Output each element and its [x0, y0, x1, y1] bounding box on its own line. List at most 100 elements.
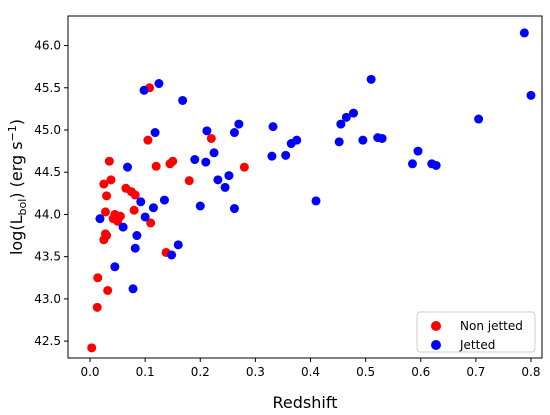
data-point-non-jetted: [99, 179, 109, 189]
data-point-jetted: [178, 95, 188, 105]
y-tick-label: 45.0: [34, 123, 61, 137]
y-tick-label: 42.5: [34, 334, 61, 348]
data-point-jetted: [349, 108, 359, 118]
x-tick-label: 0.3: [246, 365, 265, 379]
data-point-jetted: [311, 196, 321, 206]
data-point-jetted: [154, 79, 164, 89]
plot-area: 0.0 0.1 0.2 0.3 0.4 0.5 0.6 0.7 0.8 42.5 43.0 43.5…: [34, 15, 543, 379]
data-point-jetted: [110, 262, 120, 272]
data-point-jetted: [526, 90, 536, 100]
data-point-non-jetted: [102, 231, 112, 241]
data-point-jetted: [413, 146, 423, 156]
data-point-jetted: [201, 157, 211, 167]
data-point-jetted: [195, 201, 205, 211]
legend-marker-non-jetted: [431, 321, 441, 331]
data-point-jetted: [150, 128, 160, 138]
y-axis-label: log(Lbol) (erg s−1): [6, 119, 29, 255]
data-point-non-jetted: [146, 218, 156, 228]
y-tick-label: 45.5: [34, 81, 61, 95]
data-point-non-jetted: [115, 211, 125, 221]
data-point-jetted: [139, 85, 149, 95]
x-tick-label: 0.1: [136, 365, 155, 379]
data-point-jetted: [334, 137, 344, 147]
data-point-jetted: [377, 133, 387, 143]
x-tick-label: 0.2: [191, 365, 210, 379]
y-label-suffix: ): [7, 119, 26, 125]
y-axis-ticks: 42.5 43.0 43.5 44.0 44.5 45.0 45.5 46.0: [34, 39, 68, 348]
legend-marker-jetted: [431, 340, 441, 350]
x-tick-label: 0.0: [80, 365, 99, 379]
data-point-jetted: [519, 28, 529, 38]
data-point-non-jetted: [206, 133, 216, 143]
data-point-jetted: [167, 250, 177, 260]
x-axis-label: Redshift: [273, 393, 338, 412]
data-point-non-jetted: [92, 302, 102, 312]
data-point-non-jetted: [102, 191, 112, 201]
y-tick-label: 43.0: [34, 292, 61, 306]
y-label-superscript: −1: [6, 125, 19, 141]
data-point-jetted: [140, 212, 150, 222]
data-point-non-jetted: [104, 156, 114, 166]
data-point-non-jetted: [103, 285, 113, 295]
legend-box: [416, 311, 536, 353]
data-point-non-jetted: [168, 156, 178, 166]
data-point-jetted: [229, 204, 239, 214]
data-point-jetted: [366, 74, 376, 84]
data-point-non-jetted: [143, 135, 153, 145]
data-point-jetted: [123, 162, 133, 172]
data-point-jetted: [128, 284, 138, 294]
y-tick-label: 44.0: [34, 207, 61, 221]
data-point-non-jetted: [184, 176, 194, 186]
data-point-non-jetted: [106, 175, 116, 185]
data-point-jetted: [130, 243, 140, 253]
data-point-non-jetted: [151, 161, 161, 171]
data-point-jetted: [213, 175, 223, 185]
legend-label-non-jetted: Non jetted: [460, 319, 523, 333]
data-point-jetted: [190, 155, 200, 165]
data-point-jetted: [267, 151, 277, 161]
x-tick-label: 0.6: [411, 365, 430, 379]
data-point-jetted: [292, 135, 302, 145]
data-point-jetted: [118, 222, 128, 232]
data-point-non-jetted: [100, 207, 110, 217]
x-tick-label: 0.8: [521, 365, 540, 379]
data-point-jetted: [407, 159, 417, 169]
y-tick-label: 43.5: [34, 250, 61, 264]
data-point-jetted: [209, 148, 219, 158]
data-point-jetted: [281, 150, 291, 160]
data-point-jetted: [336, 119, 346, 129]
data-point-non-jetted: [87, 343, 97, 353]
x-tick-label: 0.7: [466, 365, 485, 379]
data-points: [87, 28, 536, 353]
y-label-prefix: log(L: [7, 215, 26, 255]
data-point-non-jetted: [129, 205, 139, 215]
y-tick-label: 44.5: [34, 165, 61, 179]
x-axis-ticks: 0.0 0.1 0.2 0.3 0.4 0.5 0.6 0.7 0.8: [80, 358, 541, 379]
legend-label-jetted: Jetted: [459, 338, 495, 352]
y-label-subscript: bol: [16, 199, 29, 216]
y-tick-label: 46.0: [34, 39, 61, 53]
data-point-jetted: [341, 112, 351, 122]
x-tick-label: 0.5: [356, 365, 375, 379]
data-point-jetted: [234, 119, 244, 129]
data-point-jetted: [95, 214, 105, 224]
data-point-jetted: [224, 171, 234, 181]
x-tick-label: 0.4: [301, 365, 320, 379]
data-point-jetted: [268, 122, 278, 132]
data-point-jetted: [173, 240, 183, 250]
legend: Non jetted Jetted: [416, 311, 536, 353]
data-point-non-jetted: [130, 190, 140, 200]
series-jetted: [95, 28, 536, 294]
data-point-jetted: [159, 195, 169, 205]
data-point-non-jetted: [93, 273, 103, 283]
plot-frame: [67, 15, 543, 359]
data-point-jetted: [474, 114, 484, 124]
data-point-jetted: [132, 231, 142, 241]
data-point-jetted: [358, 135, 368, 145]
data-point-jetted: [220, 182, 230, 192]
series-non-jetted: [87, 83, 249, 353]
data-point-jetted: [136, 197, 146, 207]
data-point-jetted: [431, 160, 441, 170]
data-point-jetted: [202, 126, 212, 136]
